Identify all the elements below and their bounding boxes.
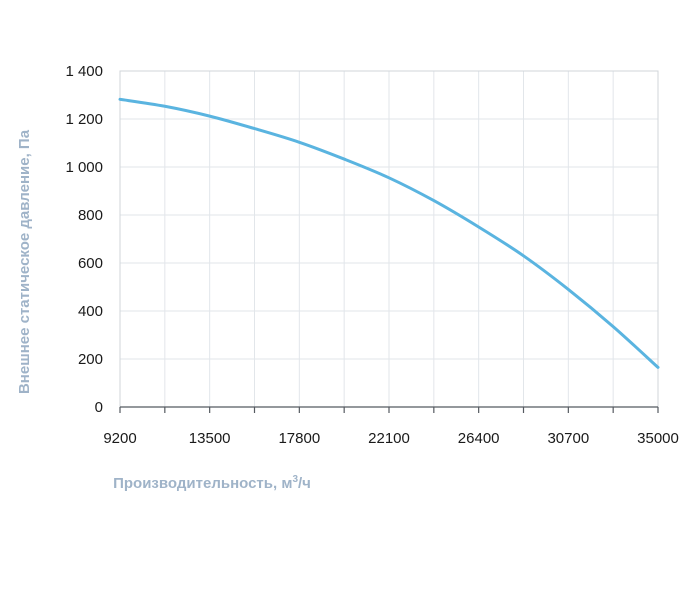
y-tick-label: 1 400 [65,63,103,80]
y-tick-label: 0 [95,399,103,416]
x-tick-label: 35000 [637,430,679,447]
series [118,97,660,369]
x-tick-labels: 9200 13500 17800 22100 26400 30700 35000 [103,430,679,447]
x-axis-label-main: Производительность, м [113,475,292,492]
x-tick-label: 30700 [547,430,589,447]
x-tick-label: 26400 [458,430,500,447]
y-tick-label: 600 [78,255,103,272]
y-tick-label: 1 000 [65,159,103,176]
axes [119,406,659,413]
y-tick-label: 800 [78,207,103,224]
x-axis-label: Производительность, м3/ч [113,474,311,492]
grid [120,70,658,407]
y-tick-label: 200 [78,351,103,368]
y-axis-label: Внешнее статическое давление, Па [16,129,33,394]
x-tick-label: 13500 [189,430,231,447]
y-tick-label: 400 [78,303,103,320]
x-tick-label: 9200 [103,430,136,447]
series-line [118,97,660,369]
x-tick-label: 22100 [368,430,410,447]
x-axis-label-sup: 3 [292,474,298,485]
y-tick-label: 1 200 [65,111,103,128]
x-axis-label-tail: /ч [298,475,311,492]
x-tick-label: 17800 [278,430,320,447]
y-tick-labels: 0 200 400 600 800 1 000 1 200 1 400 [65,63,103,416]
